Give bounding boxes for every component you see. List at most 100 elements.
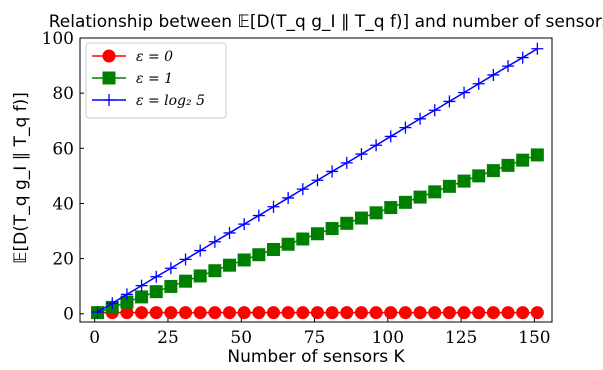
series-2-point (398, 195, 412, 209)
series-1-point (266, 306, 280, 320)
series-3-point (296, 183, 309, 196)
series-3-point (531, 42, 544, 55)
series-1-point (325, 306, 339, 320)
series-1-point (340, 306, 354, 320)
series-2-point (354, 211, 368, 225)
series-3-point (267, 200, 280, 213)
series-3 (91, 42, 544, 319)
plot-frame (79, 37, 553, 323)
series-3-point (516, 51, 529, 64)
series-2-point (340, 216, 354, 230)
series-1-point (530, 306, 544, 320)
series-3-point (223, 226, 236, 239)
series-2-point (149, 285, 163, 299)
series-1-point (281, 306, 295, 320)
series-2-point (530, 148, 544, 162)
series-1-point (120, 306, 134, 320)
series-3-point (91, 306, 104, 319)
legend-marker (103, 94, 115, 106)
series-3-point (458, 86, 471, 99)
series-1-point (252, 306, 266, 320)
series-2-point (516, 153, 530, 167)
series-3-point (252, 209, 265, 222)
series-1-point (501, 306, 515, 320)
x-tick-label: 125 (445, 328, 477, 348)
legend-label: ε = log₂ 5 (136, 93, 205, 109)
series-3-point (164, 262, 177, 275)
chart-title: Relationship between 𝔼[D(T_q g_I ∥ T_q f… (49, 12, 603, 32)
series-2-point (120, 295, 134, 309)
series-1-point (149, 306, 163, 320)
series-2-point (384, 201, 398, 215)
x-tick-label: 150 (518, 328, 550, 348)
series-2-point (193, 269, 207, 283)
series-3-point (194, 244, 207, 257)
axis-ticks: 0 25 50 75 100 125 150 0 20 40 60 80 100 (42, 29, 551, 348)
series-3-point (120, 288, 133, 301)
series-2-point (310, 227, 324, 241)
x-tick-label: 75 (304, 328, 326, 348)
series-3-point (150, 270, 163, 283)
series-1-point (354, 306, 368, 320)
series-3-point (399, 121, 412, 134)
y-tick-label: 100 (42, 29, 74, 49)
series-2-point (237, 253, 251, 267)
series-3-point (428, 104, 441, 117)
x-tick-label: 100 (372, 328, 404, 348)
series-3-point (355, 148, 368, 161)
x-tick-label: 50 (230, 328, 252, 348)
series-3-point (340, 156, 353, 169)
series-3-point (311, 174, 324, 187)
series-2 (91, 148, 544, 320)
series-3-point (443, 95, 456, 108)
series-3-point (238, 218, 251, 231)
series-3-point (179, 253, 192, 266)
series-1-point (223, 306, 237, 320)
series-2-point (325, 222, 339, 236)
series-1-point (486, 306, 500, 320)
series-1-point (428, 306, 442, 320)
x-tick-label: 25 (157, 328, 179, 348)
series-2-point (281, 237, 295, 251)
series-1-point (413, 306, 427, 320)
series-3-point (414, 112, 427, 125)
series-1-point (472, 306, 486, 320)
series-2-point (457, 174, 471, 188)
x-tick-label: 0 (89, 328, 100, 348)
series-2-point (208, 264, 222, 278)
legend-entry-1: ε = 0 (92, 49, 173, 65)
y-axis-label: 𝔼[D(T_q g_I ∥ T_q f)] (11, 92, 31, 264)
series-1-point (296, 306, 310, 320)
series-3-point (106, 297, 119, 310)
series-1-point (310, 306, 324, 320)
series-3-point (135, 279, 148, 292)
y-tick-label: 20 (52, 250, 74, 270)
series-1-point (516, 306, 530, 320)
series-2-point (442, 179, 456, 193)
legend-entry-2: ε = 1 (92, 71, 173, 87)
series-2-point (223, 258, 237, 272)
series-1-point (179, 306, 193, 320)
series-2-point (135, 290, 149, 304)
series-3-point (487, 68, 500, 81)
series-1-point (398, 306, 412, 320)
series-3-point (502, 60, 515, 73)
y-tick-label: 60 (52, 139, 74, 159)
x-axis-label: Number of sensors K (227, 347, 405, 367)
y-tick-label: 40 (52, 194, 74, 214)
legend-marker (102, 49, 116, 63)
series-1-point (164, 306, 178, 320)
series-3-point (208, 235, 221, 248)
series-3-point (384, 130, 397, 143)
series-3-point (370, 139, 383, 152)
series-2-point (164, 279, 178, 293)
series-2-point (296, 232, 310, 246)
series-1-point (442, 306, 456, 320)
series-2-point (501, 158, 515, 172)
y-tick-label: 0 (63, 305, 74, 325)
series-2-point (413, 190, 427, 204)
legend: ε = 0 ε = 1 ε = log₂ 5 (85, 42, 227, 119)
series-2-point (266, 242, 280, 256)
series-2-point (179, 274, 193, 288)
series-3-point (282, 191, 295, 204)
